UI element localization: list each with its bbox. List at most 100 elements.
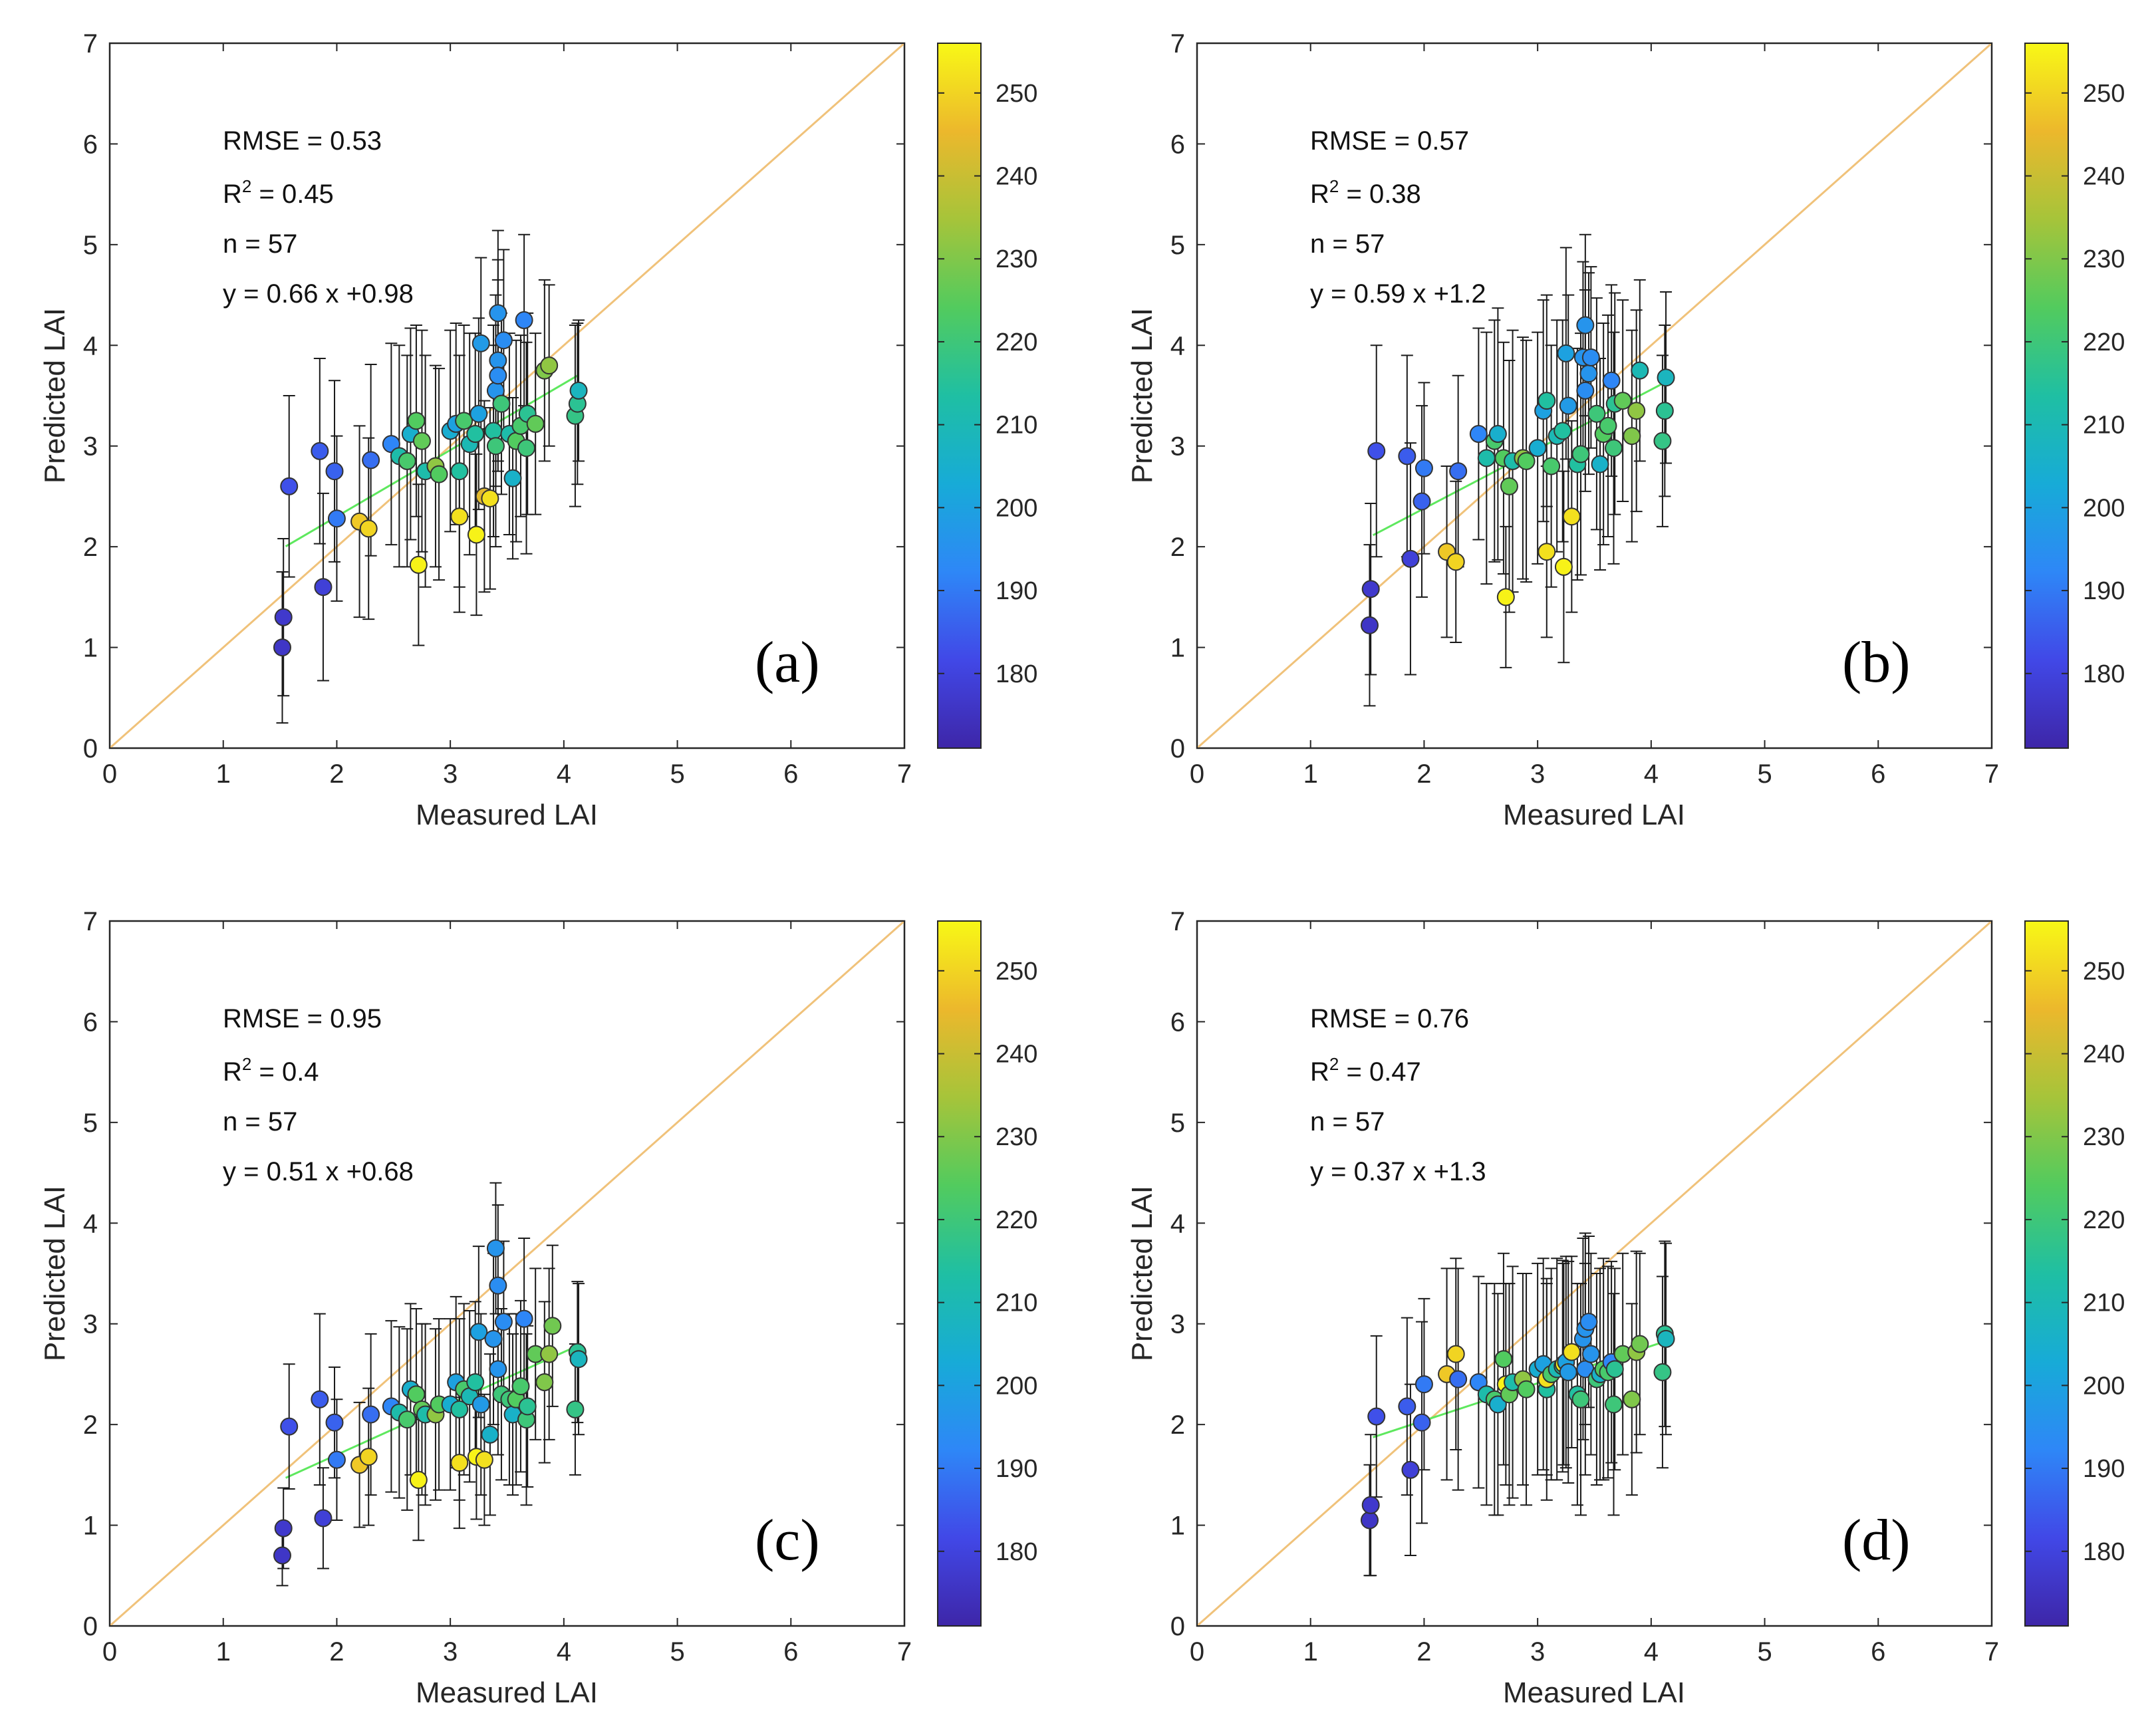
one-to-one-line: [1196, 42, 1992, 749]
x-tick-label: 2: [1416, 1637, 1431, 1666]
x-tick-label: 7: [897, 1637, 912, 1666]
y-tick-label: 1: [1170, 1512, 1185, 1541]
y-tick-label: 1: [83, 1512, 98, 1541]
colorbar-tick-label: 220: [2083, 329, 2125, 356]
data-point: [1623, 427, 1641, 446]
x-tick-label: 5: [670, 1637, 684, 1666]
data-point: [489, 1276, 507, 1295]
x-tick-label: 5: [670, 759, 684, 789]
data-point: [466, 1373, 485, 1392]
colorbar-tick-label: 210: [996, 1289, 1037, 1317]
data-point: [1559, 396, 1577, 415]
x-tick-label: 2: [329, 759, 344, 789]
data-point: [472, 334, 490, 352]
data-point: [1398, 447, 1416, 466]
data-point: [407, 412, 426, 430]
x-tick-label: 7: [897, 759, 912, 789]
y-axis-label: Predicted LAI: [1126, 1186, 1158, 1361]
data-point: [1517, 1380, 1536, 1398]
data-point: [359, 1448, 378, 1466]
data-point: [1559, 1363, 1577, 1381]
colorbar-tick-label: 180: [2083, 660, 2125, 688]
data-point: [494, 331, 513, 350]
colorbar-tick-label: 230: [996, 245, 1037, 273]
panel-a: 0 1 2 3 4 5 6 7 0 1 2 3 4 5 6 7 Measured LAI Predicted …: [39, 29, 1037, 831]
y-tick-label: 0: [1170, 1612, 1185, 1641]
y-tick-label: 3: [83, 1310, 98, 1339]
x-axis-label: Measured LAI: [1503, 1676, 1685, 1709]
data-point: [503, 469, 522, 487]
y-tick-label: 6: [1170, 130, 1185, 159]
colorbar: [937, 43, 982, 749]
n-text: n = 57: [223, 229, 297, 259]
data-point: [486, 1239, 505, 1258]
data-point: [1446, 1345, 1465, 1363]
x-tick-label: 7: [1984, 759, 1999, 789]
data-point: [1401, 1460, 1420, 1479]
colorbar-tick-label: 180: [2083, 1538, 2125, 1566]
colorbar-tick-label: 250: [996, 80, 1037, 108]
y-tick-label: 1: [1170, 634, 1185, 663]
data-point: [1477, 449, 1496, 467]
r2-text: R2 = 0.47: [1310, 1054, 1421, 1087]
data-point: [455, 412, 473, 430]
data-point: [1488, 425, 1507, 444]
data-point: [1360, 1511, 1379, 1530]
data-point: [1542, 457, 1561, 475]
x-tick-label: 1: [1303, 759, 1318, 789]
colorbar-tick-label: 230: [2083, 245, 2125, 273]
data-point: [1528, 439, 1547, 458]
data-point: [1446, 553, 1465, 571]
data-point: [1655, 402, 1674, 420]
data-point: [1557, 344, 1575, 362]
data-point: [1571, 1390, 1590, 1408]
equation-text: y = 0.59 x +1.2: [1310, 279, 1486, 309]
data-point: [280, 477, 299, 495]
one-to-one-line: [109, 42, 905, 749]
data-point: [540, 1345, 559, 1363]
y-axis-label: Predicted LAI: [39, 308, 71, 483]
rmse-text: RMSE = 0.53: [223, 126, 382, 156]
colorbar-tick-label: 240: [996, 163, 1037, 191]
data-point: [1398, 1397, 1416, 1416]
data-point: [1605, 1360, 1624, 1379]
colorbar-tick-label: 190: [996, 1455, 1037, 1483]
data-point: [1631, 1335, 1649, 1353]
x-tick-label: 2: [1416, 759, 1431, 789]
y-tick-label: 2: [1170, 1410, 1185, 1440]
data-point: [1631, 361, 1649, 380]
colorbar-tick-label: 210: [2083, 1289, 2125, 1317]
r2-value: = 0.47: [1339, 1057, 1420, 1087]
colorbar: [2024, 43, 2069, 749]
colorbar-tick-label: 200: [2083, 494, 2125, 522]
y-tick-label: 4: [83, 1209, 98, 1238]
data-point: [1579, 1313, 1598, 1331]
x-tick-label: 3: [443, 759, 458, 789]
y-tick-label: 5: [1170, 1109, 1185, 1138]
y-tick-label: 4: [1170, 331, 1185, 360]
data-point: [484, 1329, 503, 1348]
x-tick-label: 3: [443, 1637, 458, 1666]
data-point: [1449, 1370, 1468, 1389]
y-tick-label: 4: [1170, 1209, 1185, 1238]
data-point: [489, 304, 507, 323]
data-point: [566, 1400, 585, 1418]
rmse-text: RMSE = 0.95: [223, 1004, 382, 1033]
colorbar-tick-label: 190: [996, 577, 1037, 605]
data-point: [274, 1519, 293, 1537]
data-point: [1605, 439, 1623, 458]
data-point: [1415, 459, 1433, 477]
data-point: [311, 1390, 329, 1408]
data-point: [1579, 364, 1598, 383]
r2-exponent: 2: [242, 176, 251, 196]
colorbar-tick-label: 250: [2083, 958, 2125, 986]
data-point: [450, 507, 469, 526]
data-point: [1653, 1363, 1672, 1381]
data-point: [489, 366, 507, 385]
data-point: [311, 442, 329, 460]
data-point: [1500, 477, 1518, 495]
data-point: [409, 555, 428, 574]
x-tick-label: 3: [1530, 1637, 1545, 1666]
x-tick-label: 6: [783, 759, 798, 789]
